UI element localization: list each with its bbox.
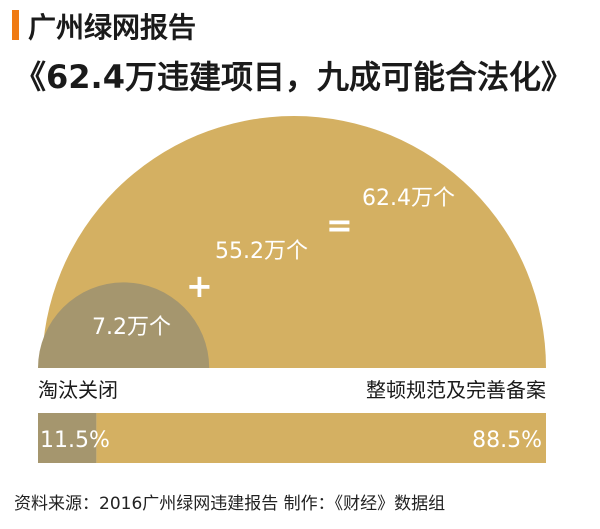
- headline: 《62.4万违建项目，九成可能合法化》: [14, 58, 573, 96]
- closed-percent-label: 11.5%: [40, 428, 110, 453]
- source-credit: 资料来源：2016广州绿网违建报告 制作：《财经》数据组: [14, 494, 446, 514]
- closed-category-label: 淘汰关闭: [38, 378, 118, 402]
- total-value-label: 62.4万个: [362, 186, 455, 211]
- closed-percent-bar: [38, 413, 97, 463]
- plus-sign: +: [186, 267, 213, 305]
- closed-value-label: 7.2万个: [92, 315, 171, 340]
- equals-sign: =: [326, 206, 353, 244]
- rectified-percent-bar: [96, 413, 547, 463]
- rectified-value-label: 55.2万个: [215, 239, 308, 264]
- title-accent-bar: [12, 10, 19, 40]
- rectified-percent-label: 88.5%: [472, 428, 542, 453]
- closed-semicircle: [38, 282, 210, 368]
- report-title: 广州绿网报告: [28, 11, 197, 44]
- rectified-category-label: 整顿规范及完善备案: [366, 378, 546, 402]
